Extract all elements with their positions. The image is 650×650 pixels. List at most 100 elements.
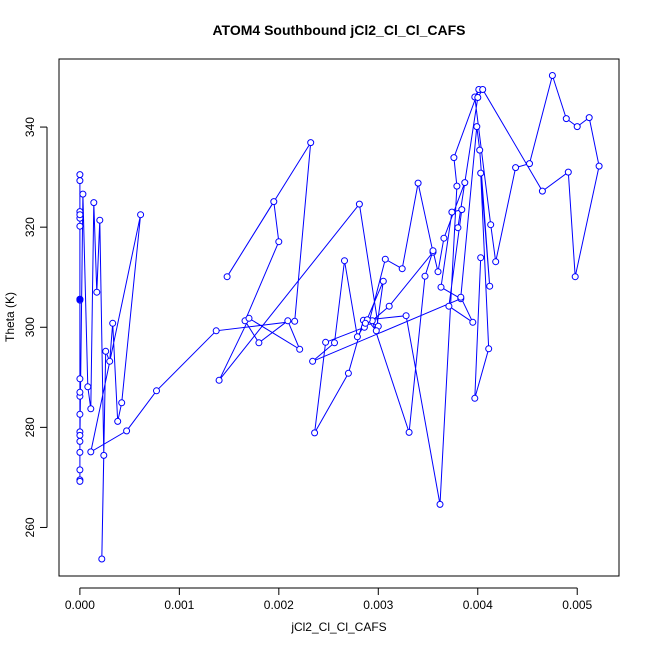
data-point (87, 448, 95, 456)
data-point (477, 169, 485, 177)
data-point (454, 224, 462, 232)
data-point (487, 221, 495, 229)
y-axis-label: Theta (K) (3, 292, 17, 342)
data-point (76, 171, 84, 179)
plot-frame (58, 58, 620, 577)
data-point (84, 383, 92, 391)
data-point (76, 388, 84, 396)
data-point (372, 327, 380, 335)
data-point (434, 268, 442, 276)
y-tick-label: 340 (23, 117, 37, 137)
data-point (381, 255, 389, 263)
data-point (355, 200, 363, 208)
x-axis-label: jCl2_Cl_Cl_CAFS (290, 620, 386, 634)
data-point (76, 466, 84, 474)
data-point (474, 94, 482, 101)
x-tick-label: 0.005 (562, 598, 592, 612)
data-point (414, 179, 422, 187)
data-point (398, 265, 406, 273)
data-point (98, 555, 106, 563)
data-point (153, 387, 160, 395)
x-tick-label: 0.002 (264, 598, 294, 612)
data-point (526, 160, 533, 168)
data-point (118, 399, 126, 407)
data-point (402, 312, 410, 320)
data-point (245, 314, 253, 322)
data-point (102, 347, 110, 355)
y-tick-label: 260 (23, 517, 37, 537)
data-point (476, 146, 484, 154)
data-point (255, 339, 263, 347)
data-point (212, 327, 220, 335)
y-tick-label: 300 (23, 317, 37, 337)
data-point (90, 199, 98, 207)
data-point (421, 272, 429, 280)
x-tick-label: 0.004 (463, 598, 493, 612)
data-point (595, 162, 603, 170)
data-point (458, 206, 466, 214)
data-point (311, 429, 319, 437)
data-point (361, 319, 369, 327)
data-point (461, 179, 469, 187)
data-point (548, 72, 556, 79)
x-tick-label: 0.003 (363, 598, 393, 612)
data-point (437, 283, 445, 291)
data-point (485, 345, 493, 353)
data-point (379, 277, 387, 285)
data-point (87, 405, 95, 413)
data-point (453, 182, 461, 190)
data-point (96, 216, 104, 224)
data-point (457, 293, 465, 301)
data-point (307, 139, 315, 147)
data-point (492, 258, 500, 266)
y-tick-label: 280 (23, 417, 37, 437)
data-point (76, 431, 84, 439)
data-point (270, 198, 278, 206)
x-tick-label: 0.000 (65, 598, 95, 612)
data-point (353, 333, 361, 341)
data-point (585, 114, 593, 122)
data-point (76, 437, 84, 445)
data-point (405, 428, 413, 436)
data-point (309, 357, 317, 365)
data-point (76, 477, 84, 485)
chart-title: ATOM4 Southbound jCl2_Cl_Cl_CAFS (212, 22, 465, 38)
data-point (450, 154, 458, 162)
data-point (436, 500, 444, 508)
data-point (109, 319, 117, 327)
data-point (76, 375, 84, 383)
data-point (471, 394, 479, 402)
data-point (385, 302, 393, 310)
data-point (100, 451, 108, 459)
data-point (275, 238, 283, 246)
data-point (76, 177, 84, 185)
data-point (448, 208, 456, 216)
data-point (512, 164, 520, 172)
data-point (322, 338, 330, 346)
data-point (341, 257, 348, 265)
data-point (76, 222, 84, 230)
data-point (477, 254, 485, 262)
data-point (486, 282, 494, 290)
data-point (76, 211, 84, 219)
data-point (76, 410, 84, 418)
data-point-filled (76, 295, 84, 303)
data-point (564, 168, 572, 176)
series-layer (76, 72, 603, 563)
data-point (106, 357, 114, 365)
data-point (440, 234, 448, 242)
y-tick-label: 320 (23, 217, 37, 237)
data-point (562, 115, 570, 123)
data-point (479, 86, 487, 93)
data-point (331, 339, 338, 347)
data-point (445, 302, 453, 310)
data-point (223, 273, 231, 281)
y-axis: 260 280 300 320 340 (23, 117, 48, 537)
data-point (137, 211, 145, 219)
data-point (469, 318, 477, 326)
data-point (114, 417, 122, 425)
data-point (296, 345, 304, 353)
data-point (79, 190, 87, 198)
